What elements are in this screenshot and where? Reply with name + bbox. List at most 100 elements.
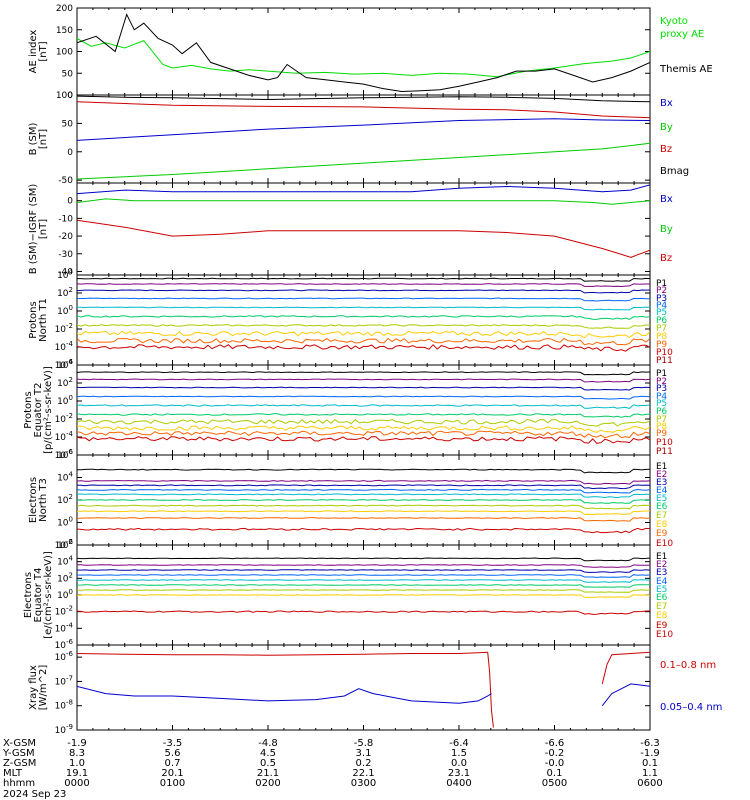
series-line: [77, 651, 494, 728]
series-line: [77, 584, 650, 588]
ephemeris-value: 0.0: [451, 758, 467, 769]
series-line: [77, 574, 650, 578]
series-line: [77, 564, 650, 568]
legend-entry: P2: [656, 377, 667, 387]
legend-entry: E6: [656, 593, 668, 603]
ephemeris-value: 3.1: [356, 748, 372, 759]
series-line: [77, 425, 650, 433]
y-axis-label: AE index: [28, 30, 39, 74]
series-line: [77, 38, 650, 78]
y-tick-label: 10-6: [55, 638, 74, 651]
series-line: [77, 418, 650, 427]
ephemeris-value: 21.1: [257, 768, 279, 779]
legend-entry: P10: [656, 348, 673, 358]
legend-entry: P8: [656, 332, 667, 342]
panel-frame: [76, 274, 651, 366]
y-axis-label: Protons: [28, 301, 39, 338]
series-line: [77, 594, 650, 598]
legend-entry: Bmag: [660, 166, 689, 177]
y-axis-label: [p/(cm²-s-sr-keV)]: [43, 366, 54, 454]
y-axis-label: Electrons: [28, 477, 39, 523]
legend-entry: P7: [656, 415, 667, 425]
ephemeris-value: 0200: [255, 778, 280, 789]
legend-entry: Bx: [660, 98, 673, 109]
ephemeris-value: -6.6: [545, 738, 565, 749]
series-line: [77, 315, 650, 320]
ephemeris-value: 0100: [160, 778, 185, 789]
y-axis-label: North T3: [38, 478, 49, 522]
ephemeris-value: 0.1: [642, 758, 658, 769]
panel-frame: [76, 7, 651, 96]
series-line: [77, 198, 650, 205]
legend-entry: E1: [656, 552, 667, 562]
series-line: [77, 297, 650, 302]
y-tick-label: 10-2: [55, 538, 73, 551]
legend-entry: E2: [656, 470, 667, 480]
panel-frame: [76, 364, 651, 456]
series-line: [77, 504, 650, 510]
series-line: [77, 569, 650, 573]
y-tick-label: 104: [57, 268, 73, 281]
y-tick-label: 102: [57, 571, 73, 584]
ephemeris-row-label: hhmm: [3, 778, 35, 789]
legend-entry: P5: [656, 308, 667, 318]
ephemeris-value: 19.1: [66, 768, 88, 779]
y-axis-label: Protons: [23, 391, 34, 428]
ephemeris-value: 1.1: [642, 768, 658, 779]
legend-entry: P3: [656, 294, 667, 304]
legend-entry: P9: [656, 429, 667, 439]
ephemeris-value: 0.7: [165, 758, 181, 769]
series-line: [77, 589, 650, 593]
ephemeris-value: 0300: [351, 778, 376, 789]
y-tick-label: 100: [56, 48, 73, 58]
ephemeris-value: -5.8: [354, 738, 374, 749]
panel-frame: [76, 182, 651, 276]
legend-entry: E8: [656, 611, 668, 621]
y-tick-label: 10-9: [55, 723, 73, 736]
legend-entry: P9: [656, 340, 667, 350]
y-tick-label: 0: [67, 197, 73, 207]
y-axis-label: [e/(cm²-s-sr-keV)]: [43, 551, 54, 639]
legend-entry: proxy AE: [660, 29, 704, 40]
ephemeris-value: 20.1: [161, 768, 183, 779]
series-line: [77, 184, 650, 195]
legend-entry: E8: [656, 520, 668, 530]
y-tick-label: 100: [57, 394, 73, 407]
y-tick-label: 100: [57, 304, 73, 317]
y-tick-label: 102: [57, 286, 73, 299]
ephemeris-row-label: MLT: [3, 768, 23, 779]
ephemeris-row-label: Y-GSM: [2, 748, 35, 759]
y-axis-label: Electrons: [23, 572, 34, 618]
series-line: [77, 527, 650, 534]
series-line: [77, 579, 650, 583]
ephemeris-value: 0.1: [547, 768, 563, 779]
y-axis-label: Equator T4: [33, 568, 44, 623]
series-line: [77, 101, 650, 119]
legend-entry: E4: [656, 486, 668, 496]
legend-entry: E6: [656, 502, 668, 512]
series-line: [77, 430, 650, 439]
series-line: [77, 330, 650, 339]
legend-entry: 0.1–0.8 nm: [660, 660, 716, 671]
ephemeris-value: 4.5: [260, 748, 276, 759]
y-tick-label: 10-2: [55, 322, 73, 335]
series-line: [77, 685, 492, 704]
ephemeris-value: 0500: [542, 778, 567, 789]
y-tick-label: 104: [57, 471, 73, 484]
y-tick-label: 50: [62, 119, 74, 129]
y-tick-label: 10-7: [55, 674, 73, 687]
ephemeris-row-label: Z-GSM: [3, 758, 36, 769]
series-line: [77, 371, 650, 376]
series-line: [77, 337, 650, 346]
y-tick-label: 102: [57, 493, 73, 506]
legend-entry: E9: [656, 529, 668, 539]
panel-5: 104 102 100 10-2 10-4 10-6 Protons Equator T2 [p…: [23, 358, 673, 461]
y-tick-label: 50: [62, 69, 74, 79]
ephemeris-value: 0400: [446, 778, 471, 789]
y-axis-label: [nT]: [38, 129, 49, 149]
series-line: [77, 517, 650, 522]
legend-entry: E2: [656, 560, 667, 570]
panel-8: 10-6 10-7 10-8 10-9 Xray flux [W/m^2] 0.1–0.8 …: [28, 644, 722, 736]
y-tick-label: 0: [67, 148, 73, 158]
series-line: [77, 283, 650, 288]
